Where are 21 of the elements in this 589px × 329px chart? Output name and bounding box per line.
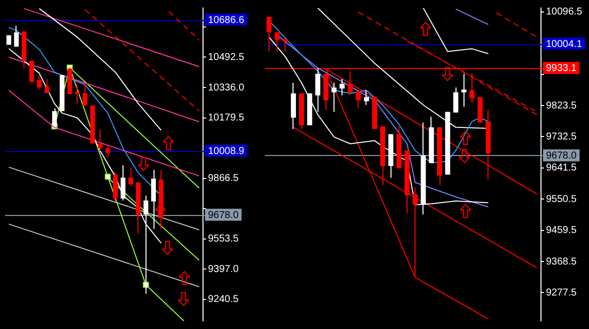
y-tick-label: 10096.5	[546, 6, 583, 18]
y-tick-label: 9866.5	[208, 173, 240, 184]
y-tick-label: 9368.5	[546, 256, 578, 268]
y-tick-label: 9240.5	[208, 294, 240, 306]
y-tick-label: 9641.5	[546, 162, 578, 174]
y-tick-label: 10492.5	[208, 52, 245, 63]
y-tick-label: 9732.5	[546, 131, 578, 142]
ref-line-label: 10004.1	[546, 38, 583, 50]
ref-line-label: 9933.1	[546, 63, 578, 74]
y-tick-label: 9553.5	[208, 234, 240, 245]
ref-line-label: 10686.6	[208, 14, 245, 26]
y-tick-label: 9823.5	[546, 100, 578, 112]
y-tick-label: 9397.0	[208, 264, 240, 275]
ref-line-label: 9678.0	[546, 150, 578, 162]
y-tick-label: 9277.5	[546, 287, 578, 298]
y-tick-label: 9550.5	[546, 194, 578, 205]
ref-line-label: 9678.0	[208, 210, 240, 222]
ref-line-label: 10008.9	[208, 146, 245, 158]
y-tick-label: 9459.5	[546, 225, 578, 236]
y-tick-label: 10336.0	[208, 82, 245, 94]
y-tick-label: 10179.5	[208, 112, 245, 124]
